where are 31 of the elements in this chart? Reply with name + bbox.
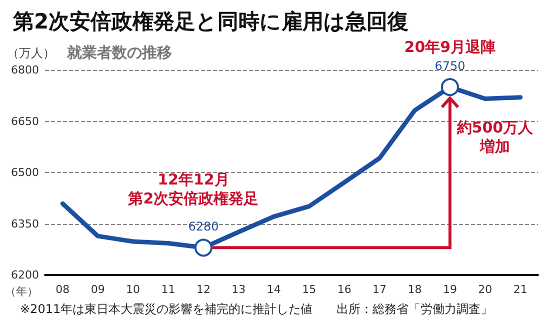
data-label: 6750 — [434, 59, 466, 74]
x-tick-label: 17 — [372, 283, 387, 296]
x-tick-label: 18 — [408, 283, 422, 296]
x-tick-label: 16 — [337, 283, 352, 296]
annotation: 12年12月 — [158, 170, 230, 189]
y-tick-label: 6500 — [11, 166, 39, 179]
y-tick-label: 6800 — [11, 64, 39, 76]
annotation: 約500万人 — [456, 118, 534, 136]
chart-title: 第2次安倍政権発足と同時に雇用は急回復 — [12, 10, 409, 34]
x-tick-label: 11 — [161, 283, 176, 296]
y-tick-label: 6200 — [11, 268, 39, 282]
chart-subtitle: 就業者数の推移 — [66, 44, 172, 62]
text: ※2011年は東日本大震災の影響を補完的に推計した値 出所：総務省「労働力調査」 — [20, 302, 493, 316]
x-axis-title: （年） — [5, 285, 38, 298]
x-tick-label: 15 — [302, 283, 316, 296]
y-tick-label: 6350 — [11, 217, 39, 230]
x-tick-label: 10 — [126, 283, 140, 296]
y-axis-title: （万人） — [7, 46, 55, 60]
x-tick-label: 09 — [90, 283, 105, 296]
x-tick-label: 08 — [56, 283, 70, 296]
x-tick-label: 12 — [196, 283, 210, 296]
x-tick-label: 21 — [513, 283, 528, 296]
data-label: 6280 — [188, 220, 219, 234]
y-tick-label: 6650 — [11, 114, 39, 128]
x-tick-label: 14 — [266, 283, 281, 296]
annotation: 第2次安倍政権発足 — [127, 190, 259, 208]
x-tick-label: 20 — [478, 283, 492, 296]
annotation: 20年9月退陣 — [404, 38, 496, 56]
annotation: 増加 — [478, 137, 510, 156]
x-tick-label: 13 — [232, 283, 246, 296]
x-tick-label: 19 — [442, 283, 457, 296]
